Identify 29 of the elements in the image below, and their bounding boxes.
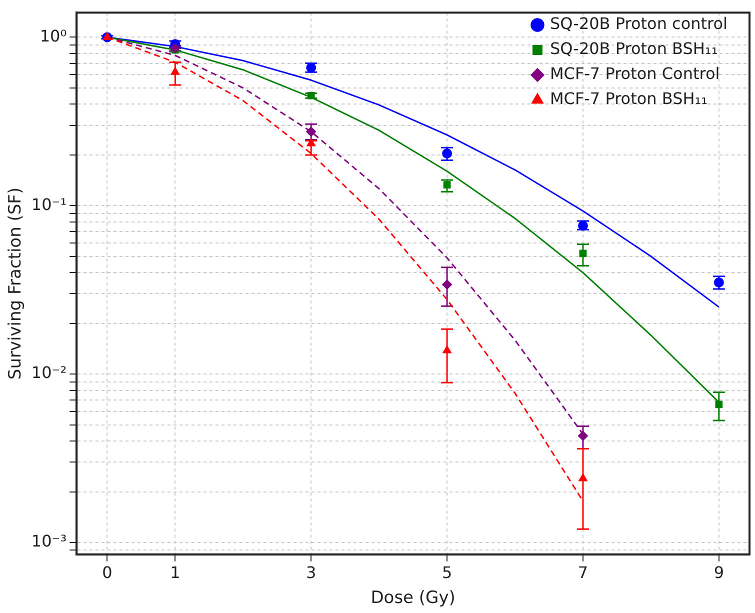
x-tick-label: 9: [714, 563, 724, 582]
y-tick-label: 10⁻³: [31, 532, 67, 551]
point: [306, 138, 316, 146]
x-axis-title: Dose (Gy): [370, 588, 456, 608]
point: [170, 67, 180, 75]
point: [304, 123, 318, 141]
point: [102, 32, 112, 40]
point: [443, 181, 451, 188]
point: [715, 400, 723, 408]
y-tick-label: 10⁰: [40, 26, 67, 46]
point: [442, 280, 452, 290]
point: [306, 126, 316, 137]
legend-label: SQ-20B Proton control: [550, 14, 728, 34]
x-tick-label: 1: [170, 563, 180, 582]
legend-label: SQ-20B Proton BSH₁₁: [550, 39, 718, 58]
point: [442, 346, 452, 354]
y-tick-label: 10⁻²: [31, 363, 67, 382]
legend-label: MCF-7 Proton Control: [550, 64, 720, 84]
point: [578, 473, 588, 482]
point: [579, 250, 587, 258]
y-tick-label: 10⁻¹: [31, 194, 67, 214]
x-tick-label: 7: [578, 563, 588, 582]
x-tick-label: 5: [442, 563, 452, 582]
x-tick-label: 3: [306, 563, 316, 582]
point: [578, 430, 588, 441]
y-axis-title: Surviving Fraction (SF): [6, 187, 26, 380]
point: [307, 92, 315, 100]
x-tick-label: 0: [102, 563, 112, 582]
legend-label: MCF-7 Proton BSH₁₁: [550, 89, 708, 108]
